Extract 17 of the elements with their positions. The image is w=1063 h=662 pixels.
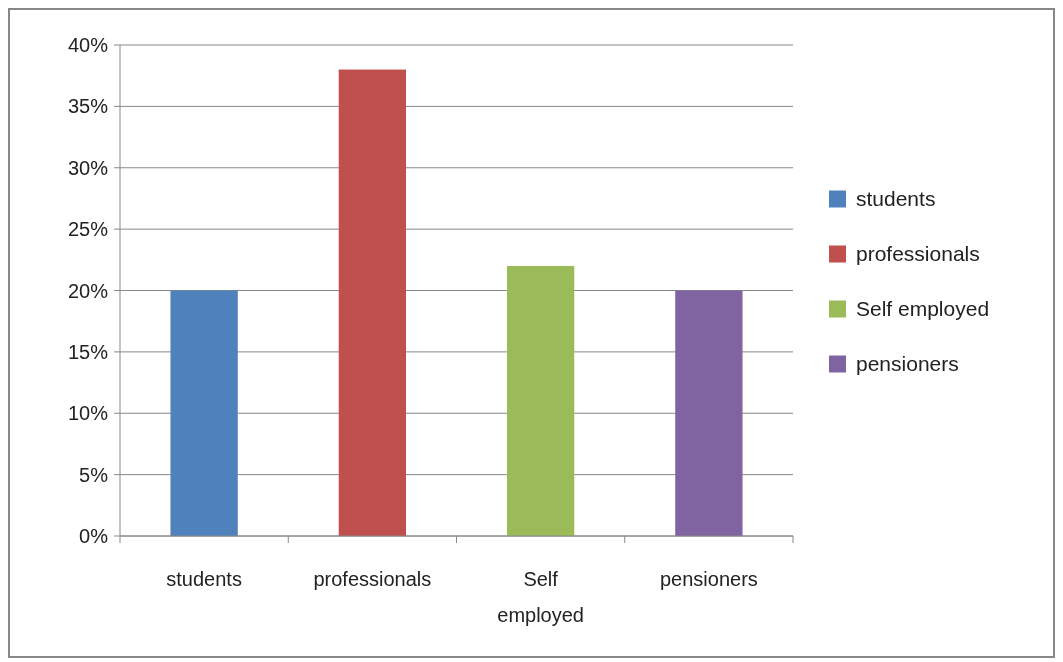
y-tick-label: 30% (67, 156, 109, 179)
legend-label: Self employed (856, 296, 990, 320)
y-tick-label: 40% (67, 34, 109, 56)
y-tick-label: 0% (79, 525, 109, 547)
legend-label: professionals (856, 241, 980, 265)
y-tick-label: 15% (67, 340, 109, 363)
y-tick-label: 25% (67, 218, 109, 241)
x-tick-label: students (166, 568, 242, 590)
legend-label: students (856, 186, 936, 210)
y-tick-label: 5% (79, 463, 109, 486)
legend-label: pensioners (856, 351, 959, 375)
y-tick-label: 10% (67, 402, 109, 425)
y-tick-label: 35% (67, 95, 109, 118)
y-tick-label: 20% (67, 279, 109, 302)
x-tick-label: Self employed (497, 568, 584, 626)
x-tick-label: pensioners (659, 568, 758, 590)
x-tick-label: professionals (313, 568, 432, 590)
